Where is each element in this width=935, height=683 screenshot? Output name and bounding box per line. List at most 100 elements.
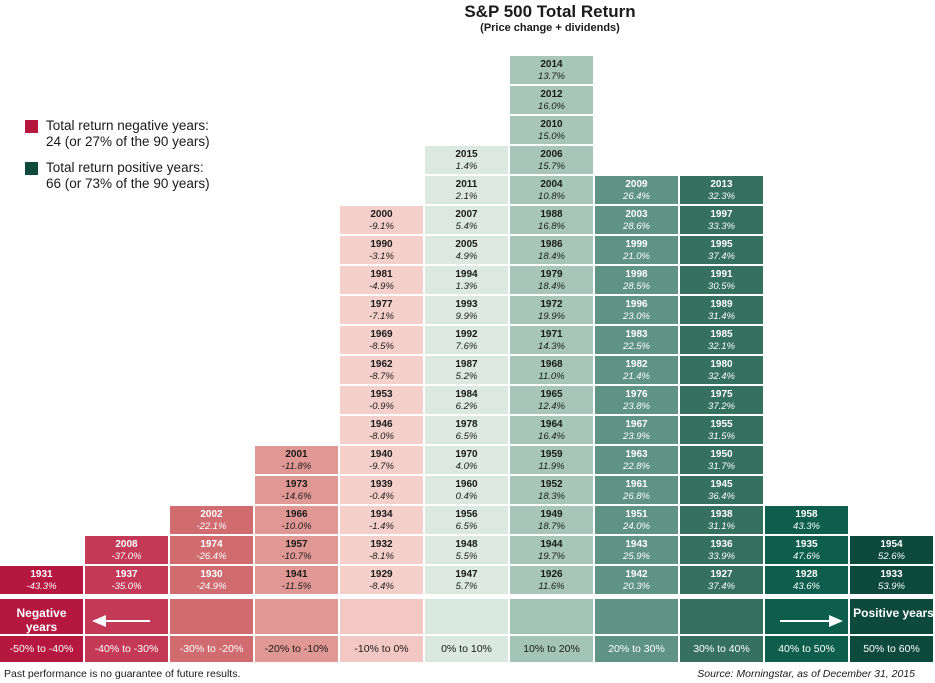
year-label: 2001 (285, 449, 308, 460)
return-label: 37.4% (708, 251, 735, 262)
year-cell: 1996 23.0% (595, 296, 678, 324)
year-cell: 1941 -11.5% (255, 566, 338, 594)
year-cell: 2008 -37.0% (85, 536, 168, 564)
return-label: -1.4% (369, 521, 394, 532)
return-label: -43.3% (26, 581, 57, 592)
return-label: -8.0% (369, 431, 394, 442)
range-label: -50% to -40% (0, 636, 83, 662)
return-label: -10.7% (281, 551, 312, 562)
return-label: 11.0% (538, 371, 565, 382)
legend-item-negative: Total return negative years: 24 (or 27% … (25, 118, 256, 150)
year-label: 1934 (370, 509, 393, 520)
year-cell: 2002 -22.1% (170, 506, 253, 534)
return-label: 22.5% (623, 341, 650, 352)
year-cell: 1962 -8.7% (340, 356, 423, 384)
color-band (595, 599, 678, 634)
return-label: -8.7% (369, 371, 394, 382)
year-label: 1949 (540, 509, 563, 520)
year-label: 1997 (710, 209, 733, 220)
year-label: 1983 (625, 329, 648, 340)
year-label: 1974 (200, 539, 223, 550)
year-label: 2003 (625, 209, 648, 220)
return-label: -9.1% (369, 221, 394, 232)
return-label: -0.4% (369, 491, 394, 502)
return-label: -24.9% (196, 581, 227, 592)
year-cell: 2010 15.0% (510, 116, 593, 144)
year-label: 1926 (540, 569, 563, 580)
year-label: 1946 (370, 419, 393, 430)
return-label: -10.0% (281, 521, 312, 532)
positive-years-label: Positive years (853, 606, 934, 620)
year-label: 1952 (540, 479, 563, 490)
year-cell: 1992 7.6% (425, 326, 508, 354)
return-label: 30.5% (708, 281, 735, 292)
year-cell: 1944 19.7% (510, 536, 593, 564)
year-cell: 1975 37.2% (680, 386, 763, 414)
return-label: 23.0% (623, 311, 650, 322)
return-label: 2.1% (455, 191, 478, 202)
year-label: 1998 (625, 269, 648, 280)
year-label: 1958 (795, 509, 818, 520)
year-label: 1942 (625, 569, 648, 580)
range-label: 20% to 30% (595, 636, 678, 662)
year-cell: 1998 28.5% (595, 266, 678, 294)
year-cell: 1984 6.2% (425, 386, 508, 414)
year-cell: 1936 33.9% (680, 536, 763, 564)
year-label: 1966 (285, 509, 308, 520)
return-label: 5.7% (455, 581, 478, 592)
return-label: 15.0% (538, 131, 565, 142)
return-label: 4.9% (455, 251, 478, 262)
year-label: 1979 (540, 269, 563, 280)
year-cell: 2011 2.1% (425, 176, 508, 204)
year-cell: 1957 -10.7% (255, 536, 338, 564)
return-label: 31.7% (708, 461, 735, 472)
year-cell: 1940 -9.7% (340, 446, 423, 474)
year-label: 1981 (370, 269, 393, 280)
return-label: 19.9% (538, 311, 565, 322)
histogram-chart: 1931 -43.3% -50% to -40% 1937 -35.0% 2008 -37.… (0, 56, 933, 662)
year-label: 1996 (625, 299, 648, 310)
year-cell: 1969 -8.5% (340, 326, 423, 354)
return-label: 31.5% (708, 431, 735, 442)
year-label: 1944 (540, 539, 563, 550)
return-label: 26.8% (623, 491, 650, 502)
return-label: -8.4% (369, 581, 394, 592)
year-cell: 2004 10.8% (510, 176, 593, 204)
year-cell: 1937 -35.0% (85, 566, 168, 594)
year-cell: 1971 14.3% (510, 326, 593, 354)
year-label: 1991 (710, 269, 733, 280)
year-label: 1931 (30, 569, 53, 580)
return-label: 19.7% (538, 551, 565, 562)
return-label: 7.6% (455, 341, 478, 352)
return-label: 31.1% (708, 521, 735, 532)
legend-label-negative: Total return negative years: (46, 118, 209, 133)
year-label: 1953 (370, 389, 393, 400)
year-label: 1995 (710, 239, 733, 250)
legend-swatch-positive (25, 162, 38, 175)
range-label: 30% to 40% (680, 636, 763, 662)
year-label: 1927 (710, 569, 733, 580)
year-label: 1954 (880, 539, 903, 550)
year-cell: 1983 22.5% (595, 326, 678, 354)
return-label: 21.0% (623, 251, 650, 262)
range-label: 50% to 60% (850, 636, 933, 662)
return-label: 20.3% (623, 581, 650, 592)
year-label: 1982 (625, 359, 648, 370)
legend-swatch-negative (25, 120, 38, 133)
year-cell: 1930 -24.9% (170, 566, 253, 594)
return-label: -0.9% (369, 401, 394, 412)
return-label: 33.9% (708, 551, 735, 562)
year-cell: 1945 36.4% (680, 476, 763, 504)
legend: Total return negative years: 24 (or 27% … (25, 118, 256, 202)
year-label: 2002 (200, 509, 223, 520)
return-label: 1.4% (455, 161, 478, 172)
year-label: 2006 (540, 149, 563, 160)
year-cell: 1927 37.4% (680, 566, 763, 594)
return-label: 13.7% (538, 71, 565, 82)
year-label: 1938 (710, 509, 733, 520)
year-cell: 2005 4.9% (425, 236, 508, 264)
color-band (255, 599, 338, 634)
return-label: 10.8% (538, 191, 565, 202)
year-label: 2005 (455, 239, 478, 250)
return-label: 25.9% (623, 551, 650, 562)
